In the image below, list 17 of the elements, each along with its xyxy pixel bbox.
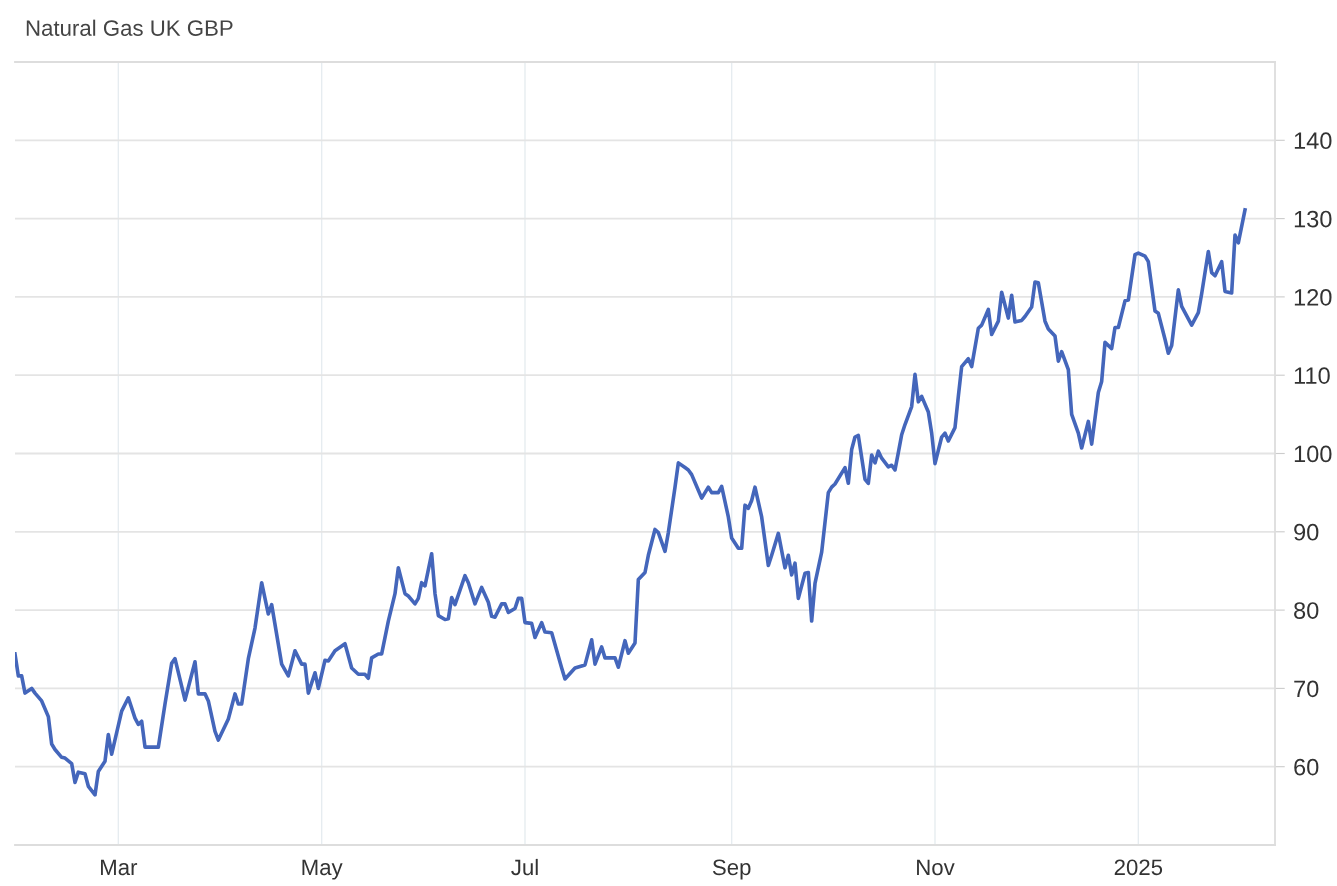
line-series — [15, 208, 1247, 797]
y-tick-label: 130 — [1294, 210, 1332, 228]
y-tick-label: 140 — [1294, 132, 1332, 150]
x-tick-label: Mar — [101, 859, 138, 876]
chart-title: Natural Gas UK GBP — [26, 19, 233, 36]
y-tick-label: 110 — [1294, 367, 1330, 384]
y-tick-label: 120 — [1294, 288, 1332, 306]
x-tick-label: May — [302, 859, 343, 880]
x-tick-label: Sep — [712, 859, 751, 880]
x-tick-label: Jul — [511, 858, 538, 876]
y-tick-label: 90 — [1294, 523, 1319, 541]
y-tick-label: 70 — [1294, 680, 1319, 698]
y-tick-label: 100 — [1294, 445, 1332, 463]
x-tick-label: 2025 — [1114, 859, 1163, 876]
y-tick-label: 60 — [1294, 758, 1319, 776]
y-tick-label: 80 — [1294, 602, 1319, 619]
x-tick-label: Nov — [917, 859, 955, 876]
